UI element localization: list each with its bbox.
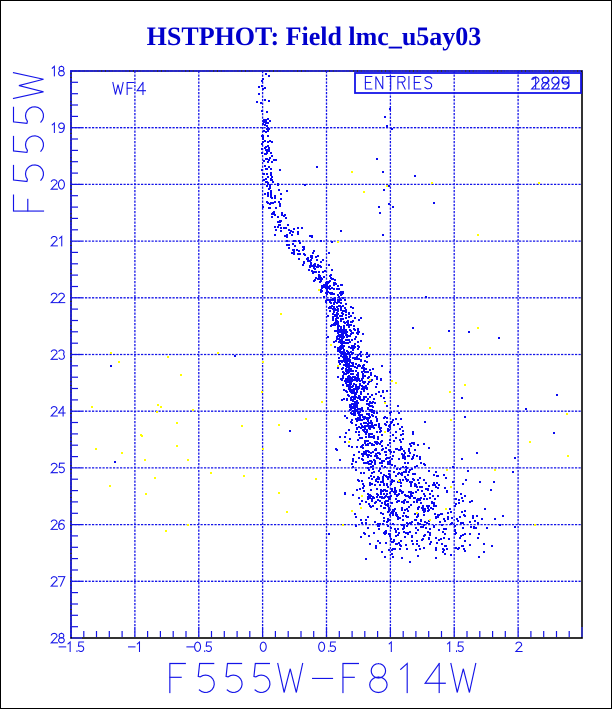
svg-text:HSTPHOT: Field lmc_u5ay03: HSTPHOT: Field lmc_u5ay03 xyxy=(147,22,482,51)
